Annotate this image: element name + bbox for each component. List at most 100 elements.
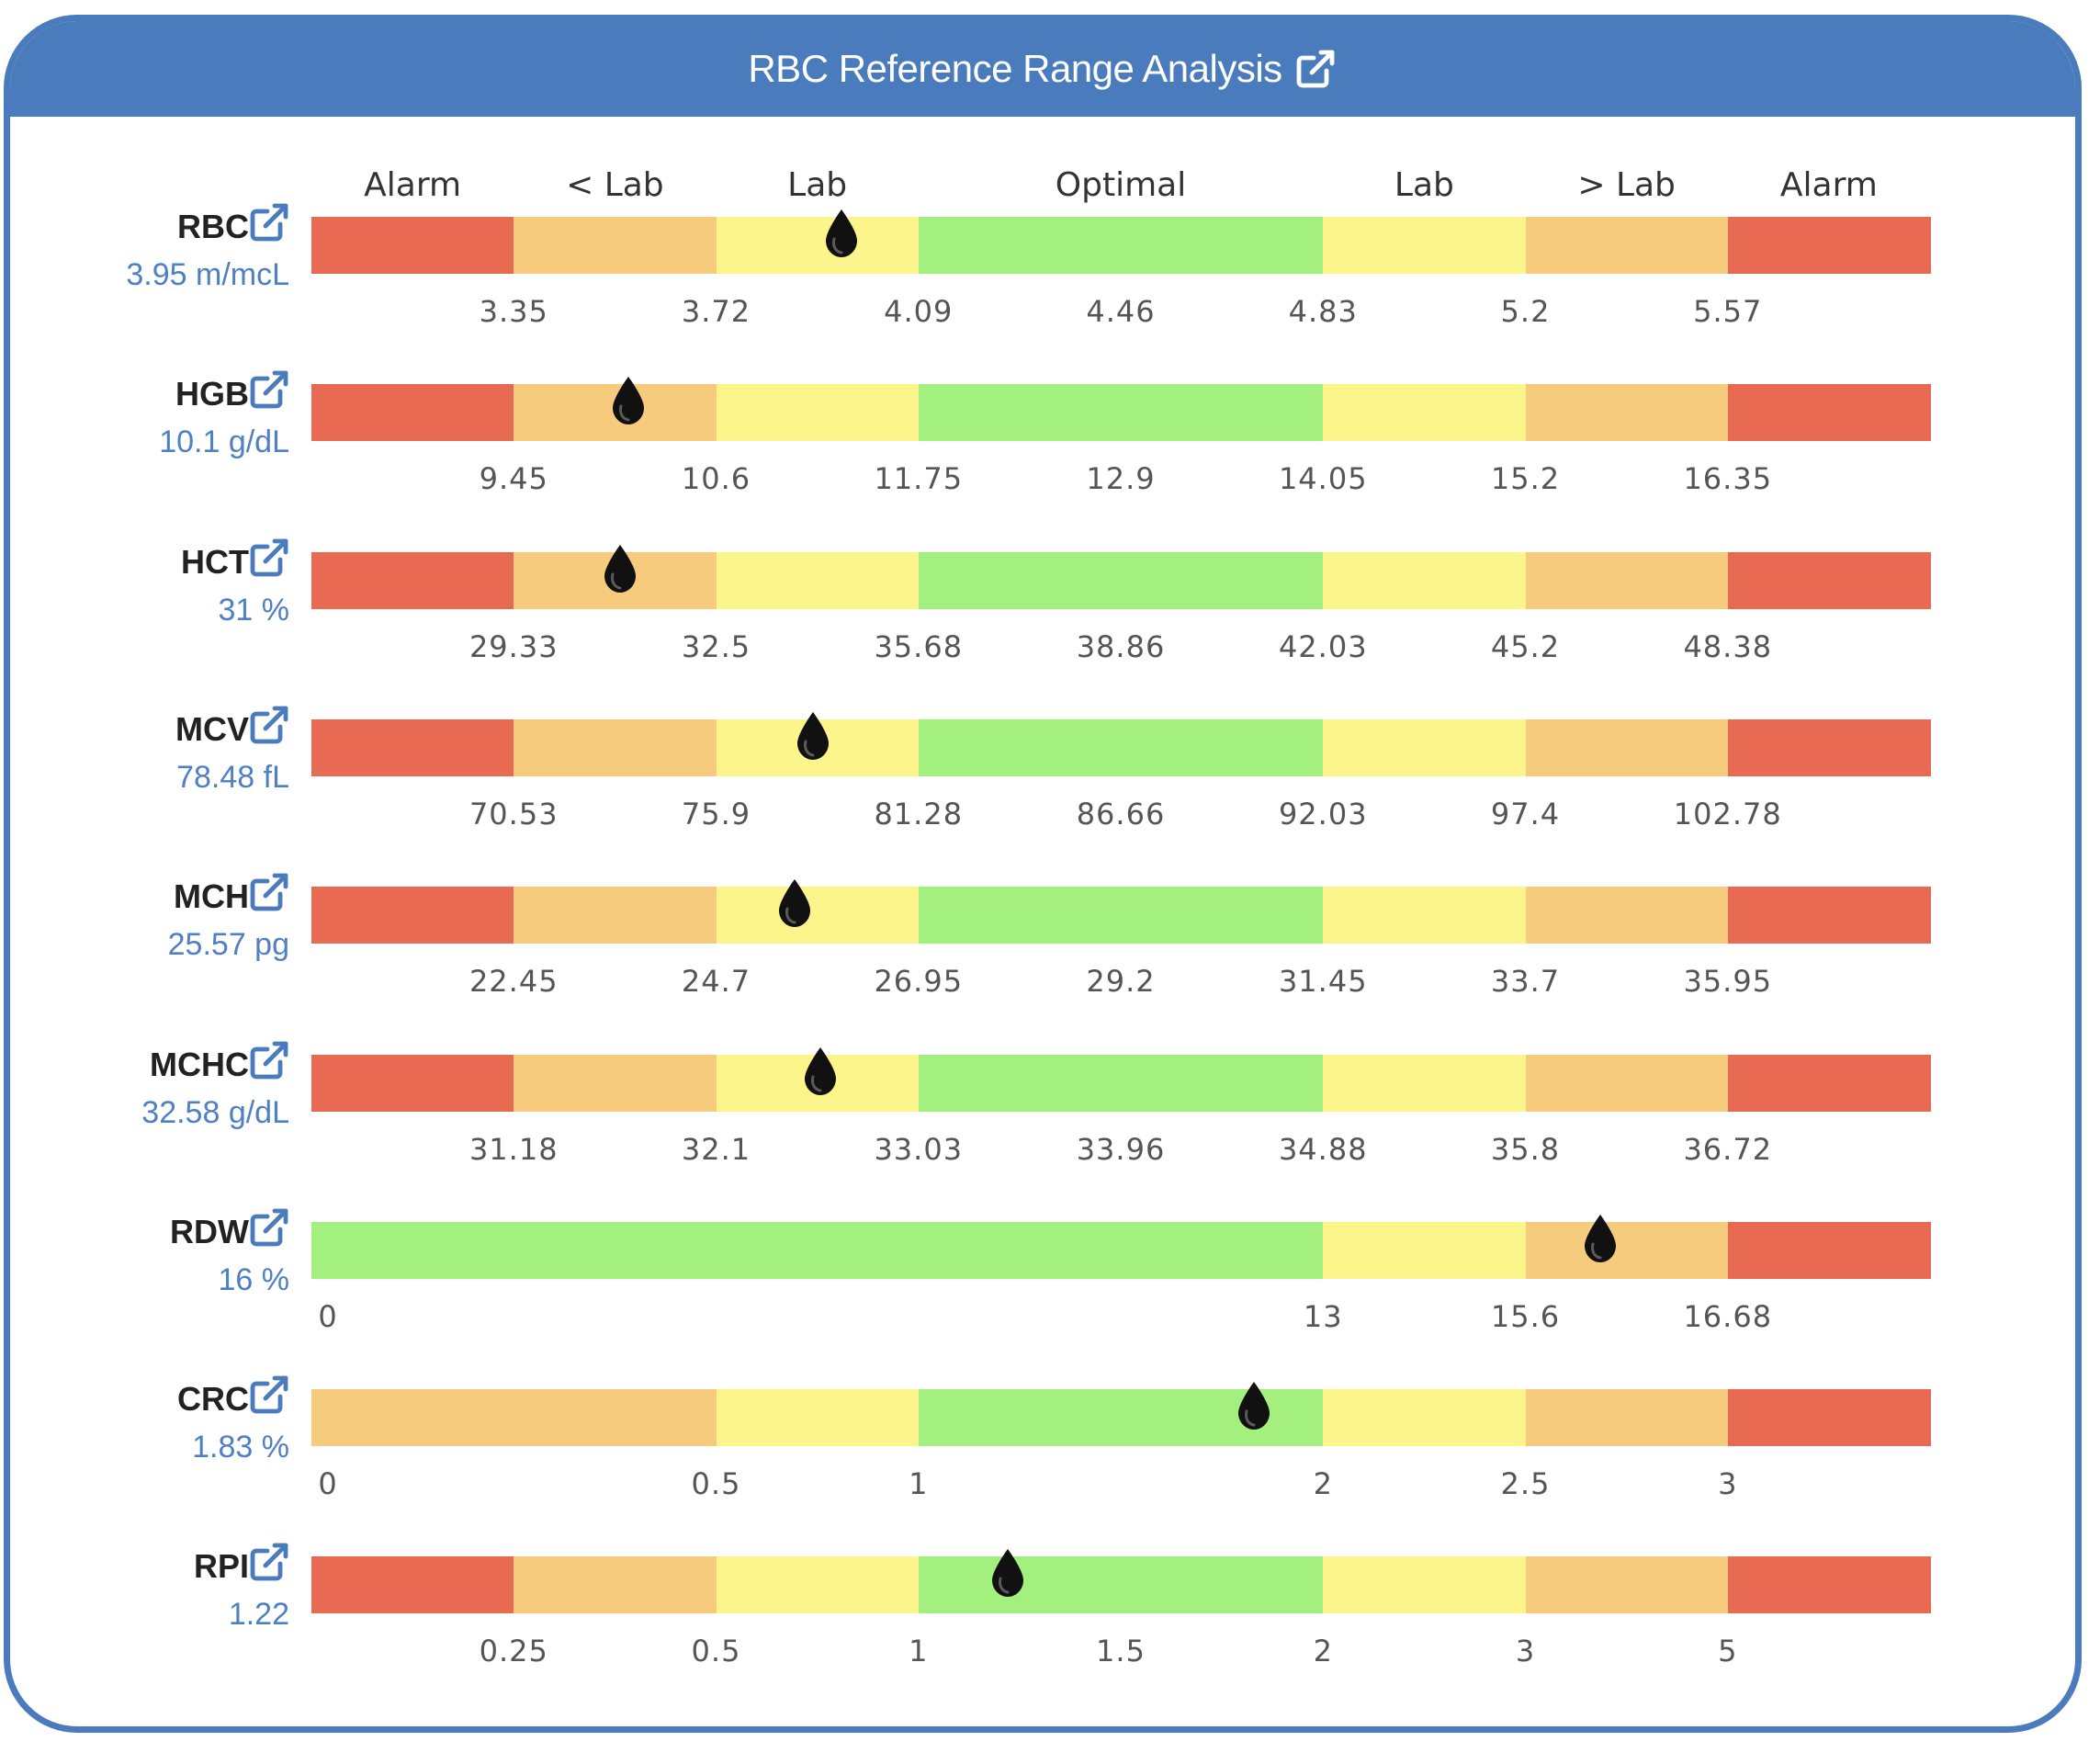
- tick-label: 2: [1313, 1466, 1333, 1502]
- bar-segment: [1525, 551, 1729, 609]
- tick-label: 33.03: [874, 1131, 964, 1167]
- external-link-icon[interactable]: [247, 870, 291, 914]
- tick-label: 1.5: [1096, 1634, 1146, 1669]
- tick-label: 5: [1718, 1634, 1738, 1669]
- bar-segment: [1727, 217, 1931, 274]
- row-name-rpi: RPI: [193, 1547, 249, 1586]
- tick-label: 35.95: [1683, 964, 1773, 1000]
- tick-label: 11.75: [874, 461, 964, 497]
- tick-label: 33.96: [1076, 1131, 1166, 1167]
- tick-label: 86.66: [1076, 796, 1166, 831]
- tick-label: 2.5: [1500, 1466, 1551, 1502]
- external-link-icon[interactable]: [247, 1205, 291, 1250]
- range-chart: Alarm < Lab Lab Optimal Lab > Lab Alarm RBC 3.95…: [10, 21, 2075, 1726]
- tick-label: 102.78: [1673, 796, 1782, 831]
- external-link-icon[interactable]: [247, 368, 291, 412]
- bar-segment: [1525, 887, 1729, 944]
- bar-segment: [1121, 1054, 1324, 1112]
- external-link-icon[interactable]: [247, 1540, 291, 1584]
- zone-label: Alarm: [364, 166, 462, 204]
- bar-segment: [311, 718, 514, 776]
- tick-label: 32.5: [681, 628, 751, 664]
- bar-segment: [716, 1221, 920, 1279]
- tick-label: 9.45: [479, 461, 548, 497]
- tick-label: 2: [1313, 1634, 1333, 1669]
- tick-label: 92.03: [1278, 796, 1368, 831]
- tick-label: 14.05: [1278, 461, 1368, 497]
- zone-label: Optimal: [1055, 166, 1187, 204]
- row-value-mchc: 32.58 g/dL: [141, 1094, 289, 1130]
- result-marker-rbc: [823, 208, 860, 259]
- tick-label: 33.7: [1490, 964, 1561, 1000]
- bar-segment: [514, 718, 717, 776]
- tick-label: 38.86: [1076, 628, 1166, 664]
- bar-segment: [1323, 1389, 1527, 1447]
- tick-label: 5.57: [1693, 294, 1763, 329]
- bar-segment: [311, 1389, 514, 1447]
- bar-segment: [311, 551, 514, 609]
- bar-segment: [1323, 1221, 1527, 1279]
- result-marker-mch: [776, 877, 813, 929]
- tick-label: 32.1: [681, 1131, 751, 1167]
- row-name-mchc: MCHC: [150, 1045, 249, 1083]
- result-marker-hct: [602, 543, 638, 594]
- bar-segment: [918, 551, 1122, 609]
- tick-label: 70.53: [469, 796, 559, 831]
- bar-segment: [1727, 887, 1931, 944]
- result-marker-rdw: [1582, 1213, 1619, 1264]
- bar-segment: [514, 1054, 717, 1112]
- tick-label: 10.6: [681, 461, 751, 497]
- bar-segment: [311, 384, 514, 442]
- bar-segment: [918, 1389, 1122, 1447]
- external-link-icon[interactable]: [1293, 47, 1338, 91]
- tick-label: 5.2: [1500, 294, 1551, 329]
- bar-segment: [514, 1221, 717, 1279]
- bar-segment: [311, 1054, 514, 1112]
- row-name-hgb: HGB: [175, 375, 249, 413]
- result-marker-crc: [1236, 1380, 1272, 1431]
- tick-label: 35.68: [874, 628, 964, 664]
- tick-label: 22.45: [469, 964, 559, 1000]
- bar-segment: [716, 1556, 920, 1614]
- bar-segment: [716, 384, 920, 442]
- tick-label: 29.33: [469, 628, 559, 664]
- external-link-icon[interactable]: [247, 536, 291, 580]
- row-value-mcv: 78.48 fL: [176, 759, 289, 795]
- row-name-hct: HCT: [181, 542, 249, 581]
- bar-segment: [1323, 1054, 1527, 1112]
- bar-segment: [716, 887, 920, 944]
- bar-segment: [1525, 1054, 1729, 1112]
- tick-label: 34.88: [1278, 1131, 1368, 1167]
- tick-label: 0.25: [479, 1634, 548, 1669]
- bar-segment: [1727, 1556, 1931, 1614]
- row-value-rdw: 16 %: [218, 1261, 290, 1297]
- tick-label: 3.35: [479, 294, 548, 329]
- bar-segment: [1525, 718, 1729, 776]
- bar-segment: [1121, 1389, 1324, 1447]
- bar-segment: [1727, 1221, 1931, 1279]
- bar-segment: [1525, 1389, 1729, 1447]
- row-name-rdw: RDW: [170, 1212, 249, 1250]
- panel-header: RBC Reference Range Analysis: [10, 21, 2075, 117]
- external-link-icon[interactable]: [247, 1038, 291, 1082]
- bar-segment: [1727, 551, 1931, 609]
- bar-segment: [311, 887, 514, 944]
- tick-label: 75.9: [681, 796, 751, 831]
- tick-label: 4.09: [884, 294, 954, 329]
- bar-segment: [514, 887, 717, 944]
- result-marker-hgb: [610, 375, 647, 426]
- external-link-icon[interactable]: [247, 200, 291, 244]
- bar-segment: [514, 217, 717, 274]
- bar-segment: [1727, 1389, 1931, 1447]
- bar-segment: [1121, 887, 1324, 944]
- bar-segment: [1323, 551, 1527, 609]
- external-link-icon[interactable]: [247, 703, 291, 747]
- external-link-icon[interactable]: [247, 1373, 291, 1417]
- tick-label: 31.45: [1278, 964, 1368, 1000]
- tick-label: 4.46: [1086, 294, 1156, 329]
- tick-label: 1: [909, 1466, 929, 1502]
- tick-label: 0: [318, 1466, 338, 1502]
- tick-label: 0.5: [691, 1466, 741, 1502]
- bar-segment: [1323, 384, 1527, 442]
- row-name-rbc: RBC: [177, 208, 249, 245]
